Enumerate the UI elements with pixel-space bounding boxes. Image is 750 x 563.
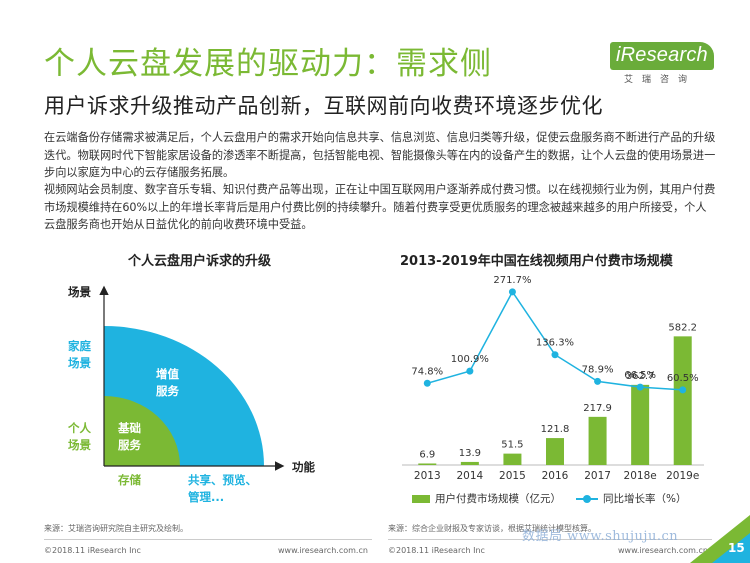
growth-point-2018e: [636, 383, 644, 391]
growth-point-2014: [466, 367, 474, 375]
legend-bar-item: 用户付费市场规模（亿元）: [412, 491, 561, 506]
bar-label-2016: 121.8: [541, 424, 570, 435]
x-tick-2016: 2016: [542, 470, 569, 482]
personal-scene-label: 个人 场景: [68, 421, 91, 452]
x-axis-label: 功能: [292, 460, 315, 474]
footer-divider-left: [44, 539, 372, 540]
x-tick-2017: 2017: [584, 470, 611, 482]
x-tick-2018e: 2018e: [624, 470, 657, 482]
x-tick-2015: 2015: [499, 470, 526, 482]
bar-2018e: [631, 384, 650, 465]
page-number: 15: [728, 541, 745, 555]
bar-2019e: [673, 336, 692, 465]
legend-bar-label: 用户付费市场规模（亿元）: [435, 493, 561, 505]
legend-line-label: 同比增长率（%）: [603, 493, 687, 505]
y-axis-label: 场景: [68, 285, 91, 299]
growth-label-2015: 271.7%: [493, 275, 531, 286]
bar-2016: [546, 438, 564, 465]
basic-region: [104, 396, 180, 466]
x-tick-2019e: 2019e: [666, 470, 699, 482]
copyright-left: ©2018.11 iResearch Inc: [44, 546, 141, 555]
iresearch-logo: iResearch 艾瑞咨询: [610, 40, 716, 86]
family-scene-label: 家庭 场景: [68, 339, 91, 370]
growth-label-2019e: 60.5%: [667, 373, 699, 384]
growth-label-2017: 78.9%: [582, 364, 614, 375]
bar-2015: [503, 453, 522, 465]
growth-point-2016: [551, 351, 559, 359]
legend-line-swatch: [576, 494, 598, 503]
logo-cn-text: 艾瑞咨询: [624, 75, 697, 85]
legend-bar-swatch: [412, 494, 430, 503]
logo-badge: [610, 42, 714, 70]
needs-upgrade-diagram: 场景 功能 家庭 场景 个人 场景 增值 服务 基础 服务 存储 共享、预览、 …: [60, 276, 370, 516]
legend-line-item: 同比增长率（%）: [576, 491, 686, 506]
bar-label-2017: 217.9: [583, 403, 612, 414]
share-preview-label: 共享、预览、 管理...: [188, 473, 257, 504]
source-right: 来源：综合企业财报及专家访谈，根据艾瑞统计模型核算。: [388, 524, 596, 533]
storage-label: 存储: [118, 473, 141, 487]
growth-label-2013: 74.8%: [411, 366, 443, 377]
source-left: 来源：艾瑞咨询研究院自主研究及绘制。: [44, 524, 188, 533]
chart-legend: 用户付费市场规模（亿元） 同比增长率（%）: [410, 491, 710, 507]
diagram-graphic: [99, 285, 285, 471]
x-tick-2014: 2014: [456, 470, 483, 482]
growth-point-2019e: [679, 386, 687, 394]
bar-2013: [418, 463, 437, 465]
x-tick-2013: 2013: [414, 470, 441, 482]
bar-label-2015: 51.5: [501, 440, 523, 451]
body-paragraph-2: 视频网站会员制度、数字音乐专辑、知识付费产品等出现，正在让中国互联网用户逐渐养成…: [44, 183, 716, 231]
growth-point-2015: [508, 288, 516, 296]
chart-title: 2013-2019年中国在线视频用户付费市场规模: [400, 254, 673, 269]
body-paragraph-1: 在云端备份存储需求被满足后，个人云盘用户的需求开始向信息共享、信息浏览、信息归类…: [44, 131, 716, 179]
page-title: 个人云盘发展的驱动力：需求侧: [44, 46, 492, 82]
growth-label-2014: 100.9%: [451, 354, 489, 365]
bar-2014: [460, 461, 479, 465]
logo-text: iResearch: [616, 44, 708, 66]
growth-label-2016: 136.3%: [536, 338, 574, 349]
chart-svg: 6.9 2013 13.9 2014 51.5 2015 121.8 2016 217.9 201…: [402, 275, 704, 482]
diagram-title: 个人云盘用户诉求的升级: [128, 254, 272, 269]
growth-label-2018e: 66.5%: [624, 370, 656, 381]
bar-label-2013: 6.9: [419, 449, 435, 460]
growth-point-2013: [423, 379, 431, 387]
bar-label-2014: 13.9: [459, 448, 481, 459]
basic-service-label: 基础 服务: [118, 421, 141, 452]
footer-divider-right: [388, 539, 712, 540]
watermark: 数据局 www.shujuju.cn: [522, 529, 679, 544]
copyright-right: ©2018.11 iResearch Inc: [388, 546, 485, 555]
growth-point-2017: [594, 377, 602, 385]
page-subtitle: 用户诉求升级推动产品创新，互联网前向收费环境逐步优化: [44, 94, 603, 118]
video-payment-chart: 6.9 2013 13.9 2014 51.5 2015 121.8 2016 217.9 201…: [392, 268, 712, 513]
bar-2017: [588, 416, 607, 465]
value-added-label: 增值 服务: [156, 367, 179, 398]
bar-label-2018e: 362.7: [626, 371, 655, 382]
corner-decoration: [690, 515, 750, 563]
url-right: www.iresearch.com.cn: [618, 546, 708, 555]
url-left: www.iresearch.com.cn: [278, 546, 368, 555]
bar-label-2019e: 582.2: [668, 322, 697, 333]
